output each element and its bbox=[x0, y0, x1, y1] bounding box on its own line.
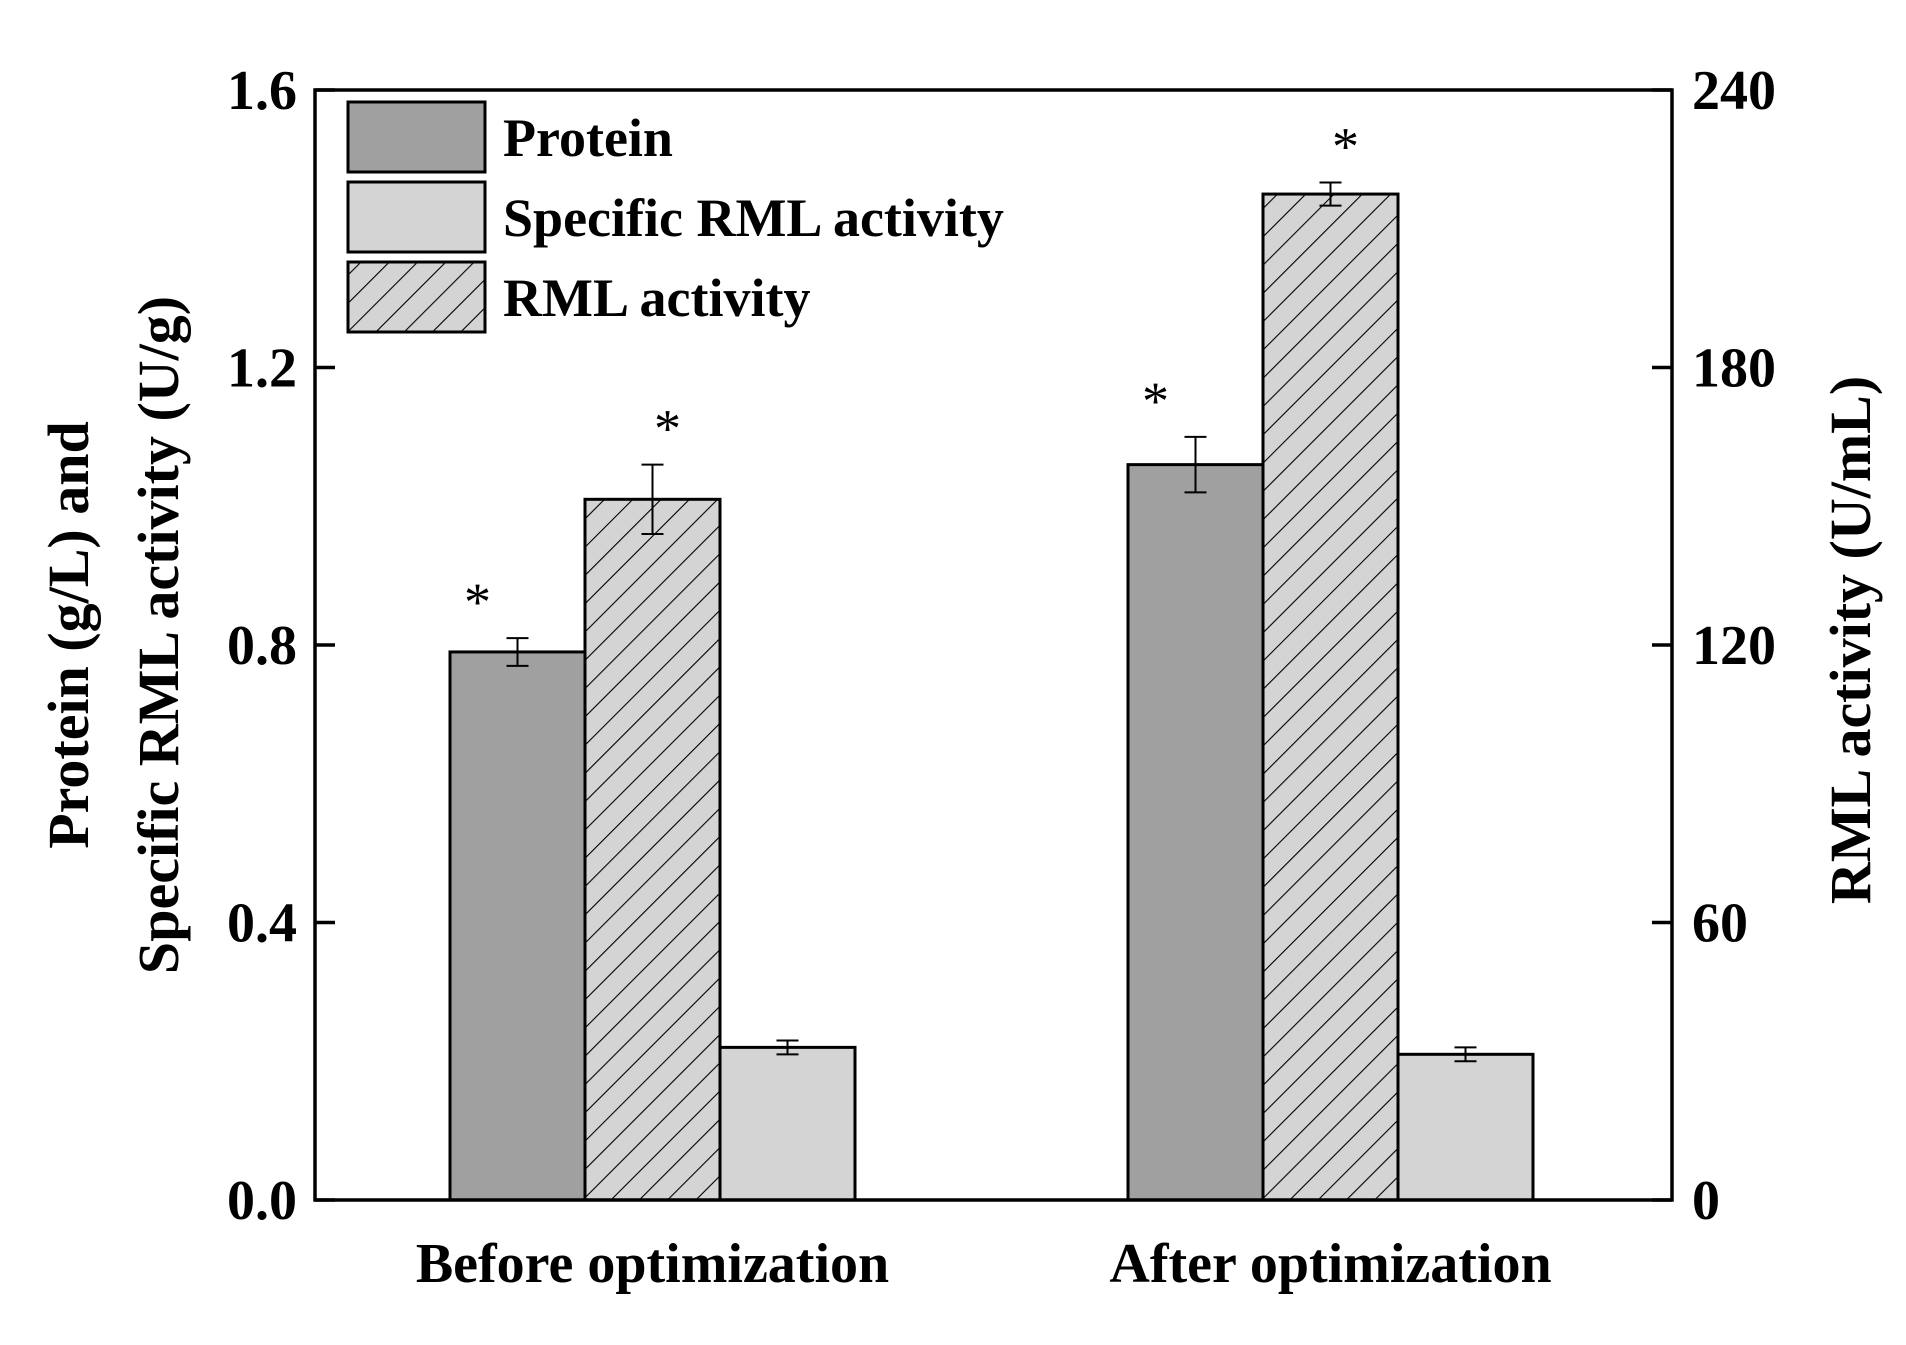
axes-layer bbox=[313, 88, 1674, 1202]
right-tick-label: 60 bbox=[1692, 893, 1748, 955]
bars-layer bbox=[448, 181, 1535, 1202]
significance-marker-rml-activity-after-optimization: * bbox=[1332, 117, 1359, 177]
right-tick-label: 240 bbox=[1692, 60, 1776, 122]
right-axis-title: RML activity (U/mL) bbox=[1818, 376, 1883, 904]
legend-swatch-specific-rml-activity bbox=[346, 180, 487, 254]
significance-marker-protein-before-optimization: * bbox=[464, 572, 491, 632]
x-category-label: Before optimization bbox=[416, 1233, 889, 1295]
left-axis-title-line2: Specific RML activity (U/g) bbox=[126, 296, 191, 974]
left-tick-label: 0.4 bbox=[227, 893, 297, 955]
labels-layer: * * * * 0.0 0.4 0.8 1.2 1.6 0 60 120 180 240 Before op… bbox=[36, 60, 1883, 1295]
left-tick-label: 1.2 bbox=[227, 338, 297, 400]
legend: Protein Specific RML activity RML activity bbox=[346, 100, 1004, 334]
right-tick-label: 120 bbox=[1692, 615, 1776, 677]
significance-marker-protein-after-optimization: * bbox=[1142, 371, 1169, 431]
bar-rml-activity-after-optimization bbox=[1261, 192, 1400, 1202]
bar-specific-rml-activity-before-optimization bbox=[718, 1045, 857, 1202]
bar-specific-rml-activity-after-optimization bbox=[1396, 1052, 1535, 1202]
left-tick-label: 0.8 bbox=[227, 615, 297, 677]
right-tick-label: 0 bbox=[1692, 1170, 1720, 1232]
legend-label-protein: Protein bbox=[503, 108, 673, 168]
bar-protein-before-optimization bbox=[448, 650, 587, 1202]
bar-protein-after-optimization bbox=[1126, 463, 1265, 1202]
x-category-label: After optimization bbox=[1109, 1233, 1551, 1295]
left-axis-title-line1: Protein (g/L) and bbox=[36, 421, 101, 849]
bar-rml-activity-before-optimization bbox=[583, 497, 722, 1202]
left-tick-label: 1.6 bbox=[227, 60, 297, 122]
legend-label-rml-activity: RML activity bbox=[503, 268, 810, 328]
legend-swatch-protein bbox=[346, 100, 487, 174]
legend-swatch-rml-activity bbox=[346, 260, 487, 334]
significance-marker-rml-activity-before-optimization: * bbox=[654, 399, 681, 459]
left-tick-label: 0.0 bbox=[227, 1170, 297, 1232]
right-tick-label: 180 bbox=[1692, 338, 1776, 400]
legend-label-specific-rml-activity: Specific RML activity bbox=[503, 188, 1004, 248]
